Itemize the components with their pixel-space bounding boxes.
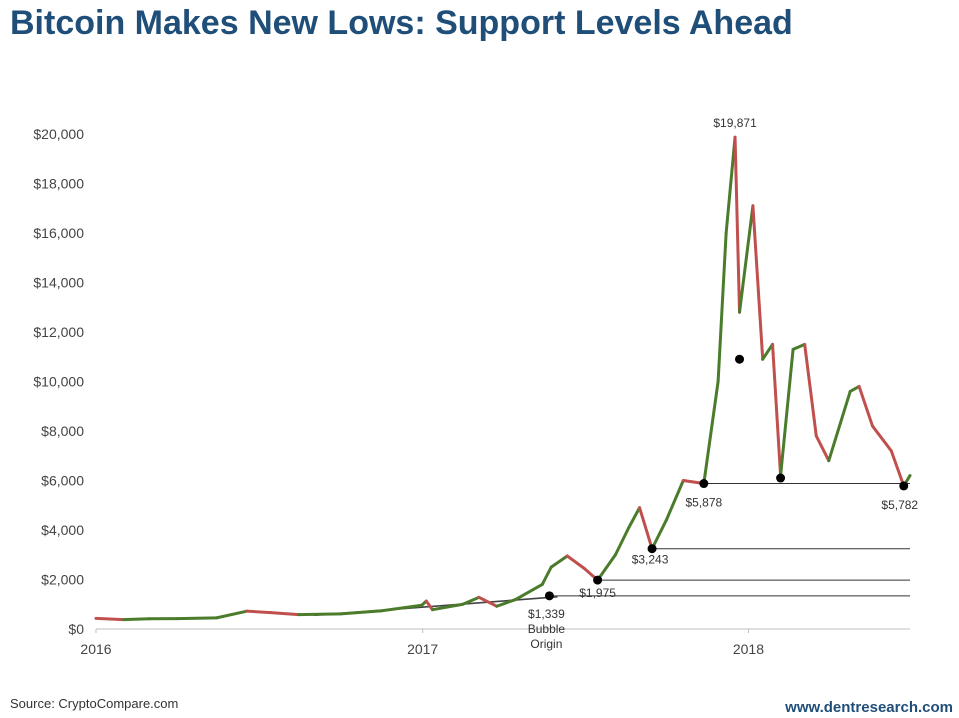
price-segment-up <box>297 612 343 617</box>
price-segment-up <box>430 602 465 612</box>
price-segment-down <box>269 611 301 617</box>
support-marker <box>544 591 554 601</box>
support-marker <box>735 354 745 364</box>
support-marker <box>899 481 909 491</box>
price-segment-down <box>477 595 499 608</box>
price-segment-up <box>650 518 668 551</box>
y-tick-label: $6,000 <box>41 473 84 489</box>
data-sublabel: Bubble <box>528 622 566 636</box>
price-segment-up <box>702 380 720 486</box>
price-segment-up <box>122 617 152 622</box>
x-tick-label: 2016 <box>80 641 111 657</box>
price-segment-down <box>857 384 875 428</box>
data-sublabel: Origin <box>530 637 562 651</box>
support-marker <box>776 473 786 483</box>
price-segment-up <box>214 609 249 620</box>
y-tick-label: $20,000 <box>33 126 84 142</box>
price-segment-down <box>871 424 893 453</box>
price-segment-up <box>827 389 852 463</box>
price-segment-down <box>638 506 654 551</box>
data-label: $1,339 <box>528 607 565 621</box>
price-segment-down <box>803 342 818 438</box>
price-segment-up <box>339 609 383 616</box>
price-segment-down <box>889 449 906 488</box>
y-tick-label: $2,000 <box>41 572 84 588</box>
price-segment-up <box>613 526 631 557</box>
support-marker <box>647 544 657 554</box>
price-segment-up <box>779 347 795 478</box>
y-tick-label: $4,000 <box>41 522 84 538</box>
support-marker <box>699 479 709 489</box>
x-tick-label: 2017 <box>407 641 438 657</box>
data-label: $5,782 <box>881 498 918 512</box>
price-segment-up <box>549 554 569 569</box>
y-tick-label: $12,000 <box>33 324 84 340</box>
price-segment-up <box>495 598 517 608</box>
y-tick-label: $18,000 <box>33 176 84 192</box>
price-segment-up <box>716 231 728 383</box>
price-segment-up <box>791 342 807 351</box>
data-label: $1,975 <box>579 586 616 600</box>
price-segment-down <box>771 342 783 478</box>
price-segment-up <box>513 582 544 602</box>
price-segment-up <box>175 616 218 621</box>
data-label: $19,871 <box>713 116 757 130</box>
chart-title: Bitcoin Makes New Lows: Support Levels A… <box>10 4 793 42</box>
price-segment-up <box>540 565 553 586</box>
price-segment-up <box>761 342 775 361</box>
price-segment-up <box>724 135 737 235</box>
price-segment-down <box>245 609 273 615</box>
price-segment-up <box>738 204 755 314</box>
price-segment-down <box>94 616 126 622</box>
price-segment-down <box>733 135 742 314</box>
support-marker <box>593 575 603 585</box>
price-segment-up <box>379 603 424 613</box>
y-tick-label: $0 <box>68 621 84 637</box>
price-segment-up <box>461 595 481 606</box>
y-tick-label: $10,000 <box>33 374 84 390</box>
price-segment-up <box>627 506 642 530</box>
price-segment-up <box>848 384 861 393</box>
x-tick-label: 2018 <box>733 641 764 657</box>
y-tick-label: $14,000 <box>33 275 84 291</box>
price-segment-down <box>424 599 434 612</box>
price-segment-down <box>751 204 765 361</box>
price-segment-down <box>565 554 586 570</box>
data-label: $5,878 <box>685 496 722 510</box>
price-segment-up <box>664 479 685 522</box>
price-wick-line <box>95 137 911 621</box>
source-note: Source: CryptoCompare.com <box>10 696 179 711</box>
website-url: www.dentresearch.com <box>785 699 953 716</box>
price-segment-up <box>596 553 617 582</box>
y-tick-label: $8,000 <box>41 423 84 439</box>
data-label: $3,243 <box>632 553 669 567</box>
y-tick-label: $16,000 <box>33 225 84 241</box>
price-segment-down <box>814 434 831 463</box>
